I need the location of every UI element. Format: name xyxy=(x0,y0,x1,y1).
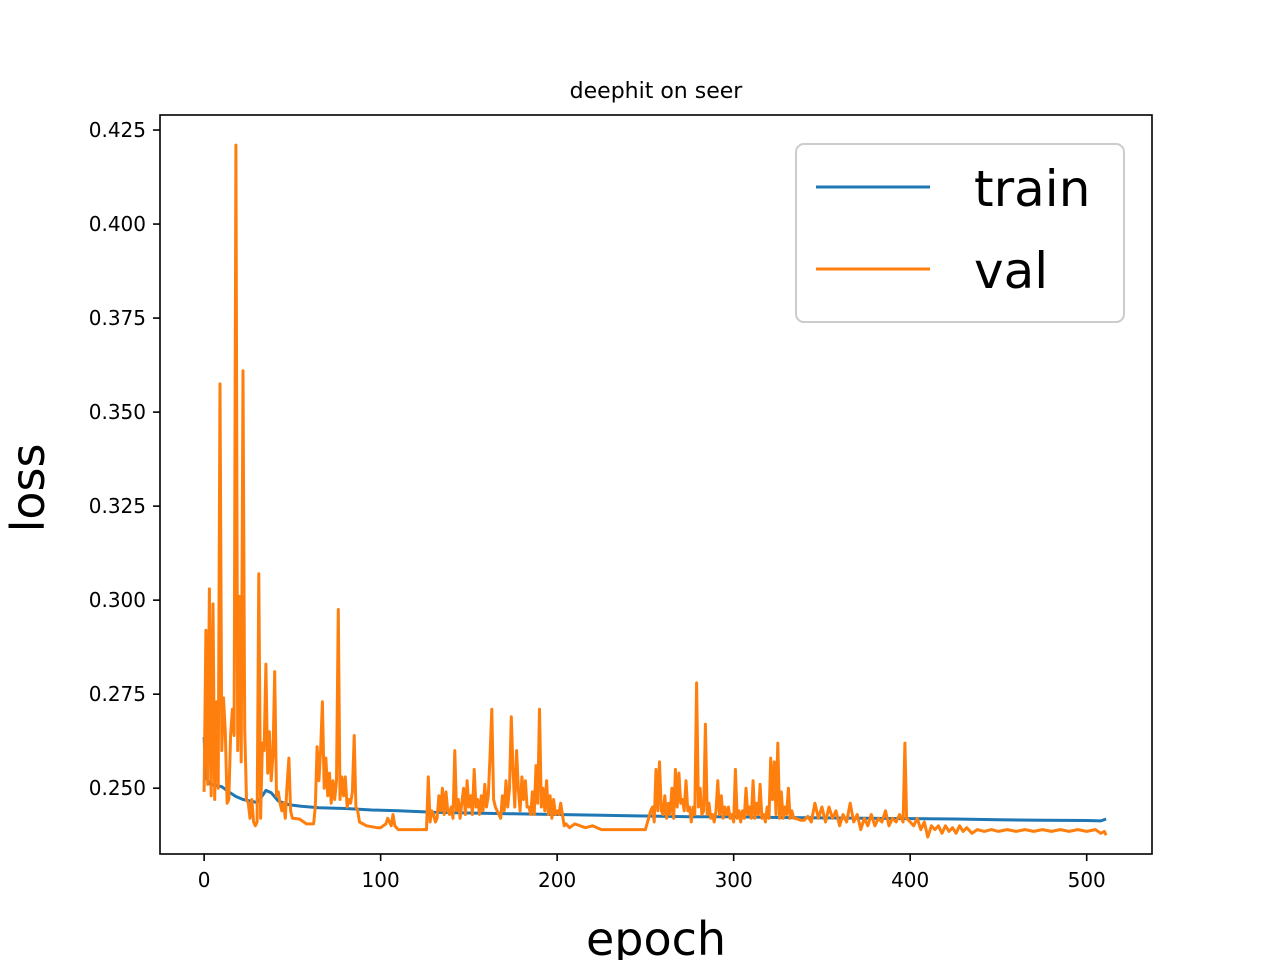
y-tick-label: 0.325 xyxy=(89,494,146,518)
legend-label-val: val xyxy=(974,242,1048,300)
y-tick-label: 0.250 xyxy=(89,776,146,800)
legend: train val xyxy=(795,143,1125,323)
plot-frame xyxy=(159,114,1153,855)
chart-title: deephit on seer xyxy=(570,79,744,104)
x-tick-label: 300 xyxy=(715,868,753,892)
x-tick-label: 500 xyxy=(1068,868,1106,892)
series-line-val xyxy=(202,143,1108,839)
y-tick-label: 0.350 xyxy=(89,400,146,424)
y-tick-label: 0.425 xyxy=(89,118,146,142)
y-tick-label: 0.300 xyxy=(89,588,146,612)
y-tick-label: 0.400 xyxy=(89,212,146,236)
series-lines xyxy=(202,143,1108,839)
x-tick-label: 0 xyxy=(198,868,211,892)
x-axis-label: epoch xyxy=(586,912,726,960)
x-tick-label: 100 xyxy=(362,868,400,892)
y-axis-label: loss xyxy=(1,444,55,533)
plot-area xyxy=(159,114,1153,855)
x-axis: 0 100 200 300 400 500 xyxy=(198,854,1106,892)
legend-label-train: train xyxy=(974,160,1090,218)
y-axis: 0.250 0.275 0.300 0.325 0.350 0.375 0.400 0.425 xyxy=(89,118,160,800)
x-tick-label: 400 xyxy=(891,868,929,892)
y-tick-label: 0.375 xyxy=(89,306,146,330)
x-tick-label: 200 xyxy=(538,868,576,892)
y-tick-label: 0.275 xyxy=(89,682,146,706)
